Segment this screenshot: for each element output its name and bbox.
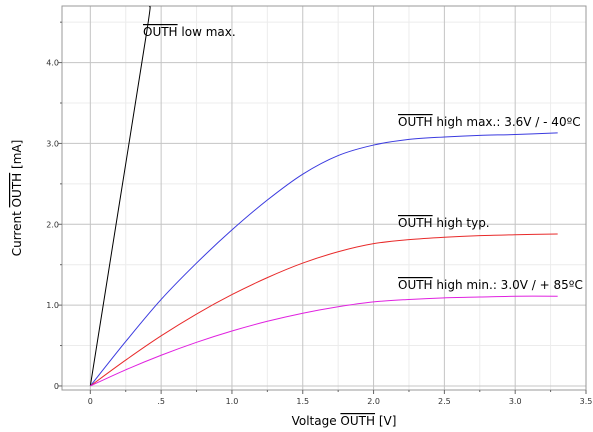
y-tick-label: 3.0 bbox=[46, 139, 59, 148]
series-high-typ-annotation: OUTH high typ. bbox=[398, 216, 490, 230]
series-high-min-annotation-overline: OUTH bbox=[398, 278, 433, 292]
y-axis-label-prefix: Current bbox=[10, 207, 24, 256]
x-tick-label: 2.0 bbox=[367, 397, 380, 406]
series-high-max-line bbox=[89, 132, 558, 387]
series-high-min-line bbox=[90, 295, 558, 387]
x-tick-label: 1.5 bbox=[296, 397, 309, 406]
x-tick-label: 1.0 bbox=[226, 397, 239, 406]
x-axis-label-overline: OUTH bbox=[340, 414, 375, 428]
series-high-max-annotation-text: high max.: 3.6V / - 40ºC bbox=[433, 115, 581, 129]
series-low-max-annotation-text: low max. bbox=[178, 25, 236, 39]
x-tick-label: 3.5 bbox=[580, 397, 593, 406]
x-axis-label-prefix: Voltage bbox=[292, 414, 341, 428]
series-high-max-annotation: OUTH high max.: 3.6V / - 40ºC bbox=[398, 115, 581, 129]
series-high-typ-annotation-overline: OUTH bbox=[398, 216, 433, 230]
y-axis-label-overline: OUTH bbox=[10, 173, 24, 208]
series-high-max-annotation-overline: OUTH bbox=[398, 115, 433, 129]
x-tick-label: .5 bbox=[157, 397, 165, 406]
series-high-min-annotation-text: high min.: 3.0V / + 85ºC bbox=[433, 278, 583, 292]
series-high-min-annotation: OUTH high min.: 3.0V / + 85ºC bbox=[398, 278, 583, 292]
plot-frame bbox=[61, 5, 587, 391]
axis-ticks: 0 .5 1.0 1.5 2.0 2.5 3.0 3.5 0 1.0 2.0 3.0 4.0 bbox=[46, 21, 593, 406]
x-axis-label: Voltage OUTH [V] bbox=[292, 414, 397, 428]
series-low-max-line bbox=[89, 6, 151, 387]
series-low-max-annotation-overline: OUTH bbox=[143, 25, 178, 39]
y-tick-label: 4.0 bbox=[46, 59, 59, 68]
y-tick-label: 2.0 bbox=[46, 220, 59, 229]
y-tick-label: 1.0 bbox=[46, 301, 59, 310]
y-tick-label: 0 bbox=[54, 382, 59, 391]
series-annotations: OUTH low max.OUTH high max.: 3.6V / - 40… bbox=[143, 25, 583, 292]
series-high-typ-annotation-text: high typ. bbox=[433, 216, 490, 230]
y-axis-label: Current OUTH [mA] bbox=[10, 140, 24, 257]
series-high-typ-line bbox=[90, 233, 558, 387]
x-tick-label: 3.0 bbox=[509, 397, 522, 406]
x-axis-label-suffix: [V] bbox=[375, 414, 396, 428]
x-tick-label: 2.5 bbox=[438, 397, 451, 406]
series-low-max-annotation: OUTH low max. bbox=[143, 25, 236, 39]
x-tick-label: 0 bbox=[88, 397, 93, 406]
series-lines bbox=[89, 6, 558, 387]
gridlines bbox=[62, 6, 587, 390]
y-axis-label-suffix: [mA] bbox=[10, 140, 24, 173]
